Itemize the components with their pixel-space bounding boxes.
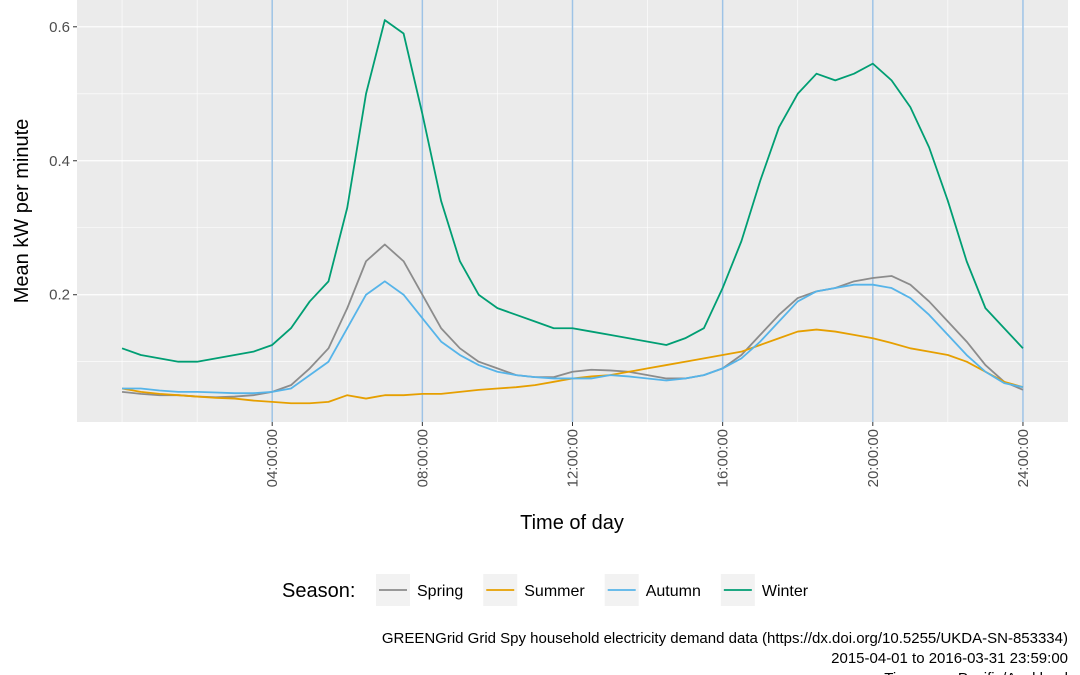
x-axis-label: Time of day	[520, 512, 624, 534]
x-tick-label: 04:00:00	[264, 429, 281, 487]
legend-title: Season:	[282, 580, 355, 602]
series-line	[122, 280, 1024, 395]
x-tick-label: 20:00:00	[865, 429, 882, 487]
plot	[121, 0, 1024, 422]
y-tick-label: 0.4	[49, 153, 70, 170]
y-tick-label: 0.2	[49, 287, 70, 304]
caption-line: 2015-04-01 to 2016-03-31 23:59:00	[831, 650, 1068, 667]
legend-label: Winter	[762, 583, 809, 600]
caption-line: GREENGrid Grid Spy household electricity…	[382, 630, 1068, 647]
x-tick-label: 16:00:00	[715, 429, 732, 487]
y-tick-label: 0.6	[49, 19, 70, 36]
y-axis-label: Mean kW per minute	[11, 119, 33, 304]
legend: Season: Spring Summer Autumn Winter	[282, 574, 809, 606]
series-line	[121, 19, 1024, 363]
x-tick-label: 08:00:00	[414, 429, 431, 487]
x-tick-label: 24:00:00	[1015, 429, 1032, 487]
caption: GREENGrid Grid Spy household electricity…	[382, 630, 1068, 675]
caption-line: Timezone: Pacific/Auckland	[884, 670, 1068, 675]
legend-label: Summer	[524, 583, 585, 600]
legend-label: Spring	[417, 583, 463, 600]
legend-label: Autumn	[646, 583, 701, 600]
x-tick-label: 12:00:00	[565, 429, 582, 487]
